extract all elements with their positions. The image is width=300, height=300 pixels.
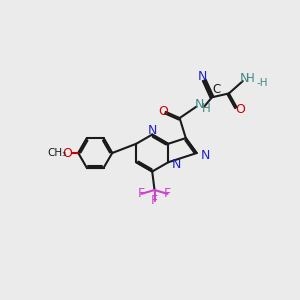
Text: O: O	[236, 103, 245, 116]
Text: F: F	[138, 187, 145, 200]
Text: -H: -H	[256, 78, 268, 88]
Text: N: N	[198, 70, 207, 83]
Text: N: N	[200, 149, 210, 162]
Text: CH₃: CH₃	[47, 148, 66, 158]
Text: H: H	[201, 102, 210, 115]
Text: F: F	[151, 194, 158, 207]
Text: F: F	[164, 187, 171, 200]
Text: H: H	[246, 72, 255, 85]
Text: N: N	[240, 72, 249, 85]
Text: O: O	[158, 105, 168, 119]
Text: C: C	[212, 83, 221, 96]
Text: N: N	[148, 124, 157, 137]
Text: N: N	[172, 158, 182, 171]
Text: N: N	[195, 98, 204, 112]
Text: O: O	[63, 146, 72, 160]
